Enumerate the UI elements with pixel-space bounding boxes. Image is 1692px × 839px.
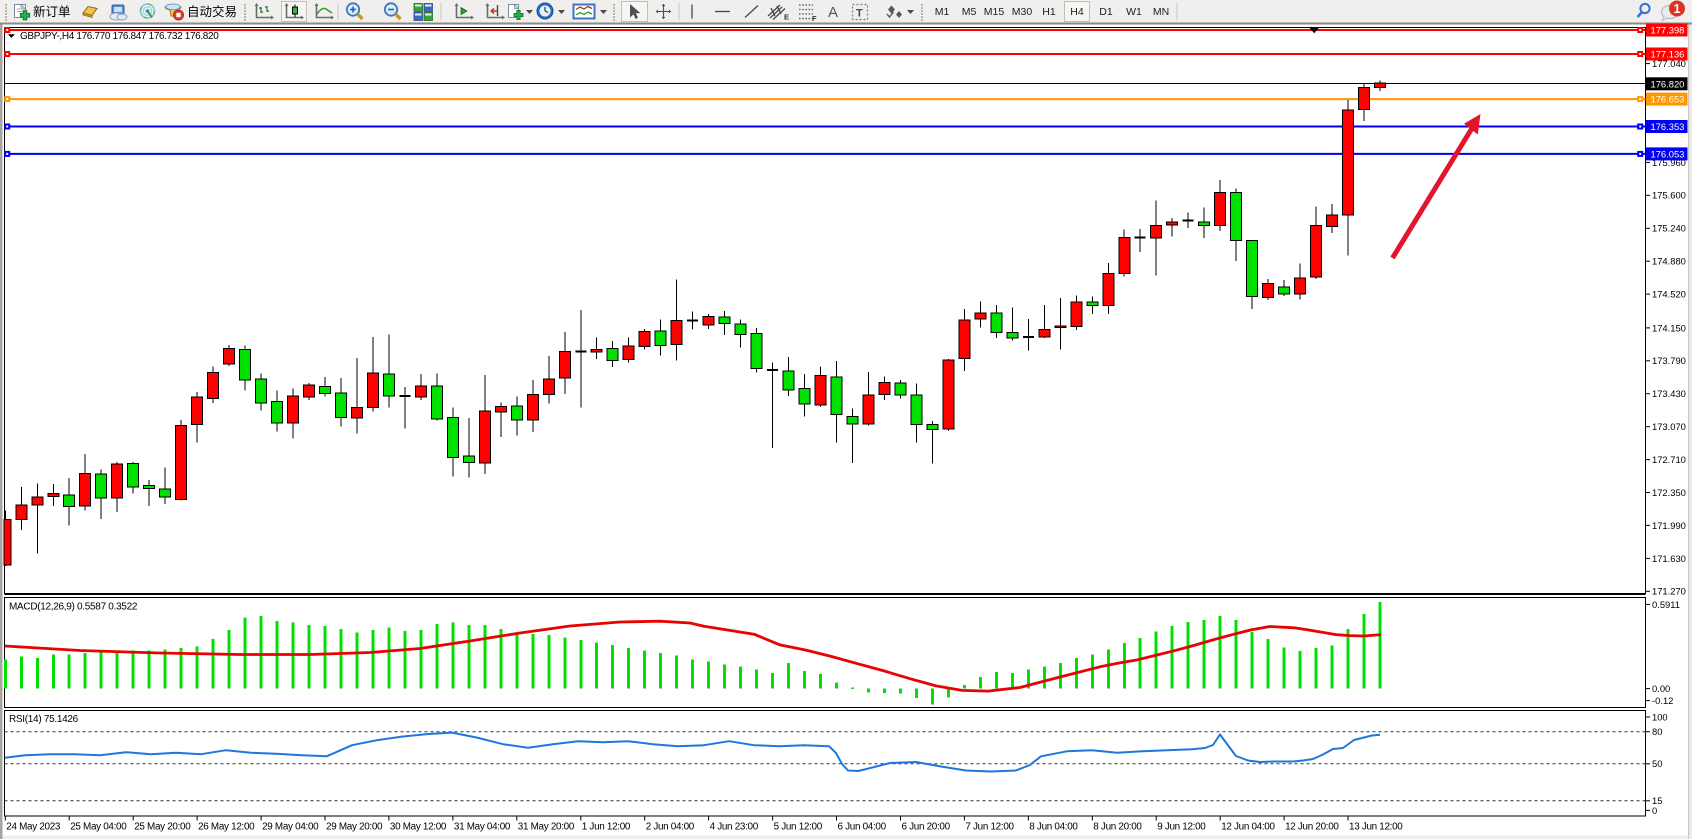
svg-text:171.990: 171.990 [1652,520,1686,531]
svg-text:177.040: 177.040 [1652,58,1686,69]
svg-text:M5: M5 [962,6,977,18]
svg-text:新订单: 新订单 [33,4,71,19]
svg-text:31 May 04:00: 31 May 04:00 [454,822,511,833]
svg-text:50: 50 [1652,758,1662,769]
svg-text:30 May 12:00: 30 May 12:00 [390,822,447,833]
svg-text:H1: H1 [1042,6,1056,18]
svg-text:13 Jun 12:00: 13 Jun 12:00 [1349,822,1403,833]
svg-text:29 May 20:00: 29 May 20:00 [326,822,383,833]
svg-text:E: E [784,13,789,22]
svg-text:172.350: 172.350 [1652,487,1686,498]
svg-text:F: F [812,14,817,23]
svg-text:6 Jun 20:00: 6 Jun 20:00 [902,822,951,833]
svg-text:31 May 20:00: 31 May 20:00 [518,822,575,833]
svg-text:176.653: 176.653 [1651,94,1685,105]
svg-text:172.710: 172.710 [1652,454,1686,465]
svg-text:25 May 20:00: 25 May 20:00 [134,822,191,833]
svg-text:M1: M1 [935,6,950,18]
svg-text:自动交易: 自动交易 [187,4,237,19]
svg-text:173.070: 173.070 [1652,421,1686,432]
svg-text:177.136: 177.136 [1651,49,1685,60]
svg-text:171.270: 171.270 [1652,586,1686,597]
svg-text:174.880: 174.880 [1652,256,1686,267]
svg-text:5 Jun 12:00: 5 Jun 12:00 [774,822,823,833]
svg-text:A: A [828,4,838,21]
svg-text:177.398: 177.398 [1651,25,1685,36]
svg-text:0.00: 0.00 [1652,683,1670,694]
svg-text:M30: M30 [1012,6,1033,18]
svg-text:M15: M15 [984,6,1005,18]
svg-text:7 Jun 12:00: 7 Jun 12:00 [965,822,1014,833]
svg-text:0.5911: 0.5911 [1652,599,1680,610]
svg-text:24 May 2023: 24 May 2023 [6,822,61,833]
svg-text:15: 15 [1652,795,1662,806]
svg-text:6 Jun 04:00: 6 Jun 04:00 [838,822,887,833]
svg-text:T: T [856,8,863,20]
svg-text:W1: W1 [1126,6,1142,18]
svg-text:175.600: 175.600 [1652,190,1686,201]
svg-text:29 May 04:00: 29 May 04:00 [262,822,319,833]
svg-text:4 Jun 23:00: 4 Jun 23:00 [710,822,759,833]
svg-text:171.630: 171.630 [1652,553,1686,564]
svg-text:100: 100 [1652,711,1668,722]
svg-text:MACD(12,26,9) 0.5587 0.3522: MACD(12,26,9) 0.5587 0.3522 [9,602,138,613]
svg-text:26 May 12:00: 26 May 12:00 [198,822,255,833]
svg-text:173.430: 173.430 [1652,388,1686,399]
svg-text:1: 1 [1674,2,1681,16]
svg-text:9 Jun 12:00: 9 Jun 12:00 [1157,822,1206,833]
svg-text:80: 80 [1652,726,1662,737]
svg-text:H4: H4 [1070,6,1084,18]
svg-text:175.960: 175.960 [1652,157,1686,168]
svg-text:RSI(14) 75.1426: RSI(14) 75.1426 [9,714,79,725]
svg-text:25 May 04:00: 25 May 04:00 [70,822,127,833]
svg-text:12 Jun 20:00: 12 Jun 20:00 [1285,822,1339,833]
svg-text:12 Jun 04:00: 12 Jun 04:00 [1221,822,1275,833]
svg-text:1 Jun 12:00: 1 Jun 12:00 [582,822,631,833]
svg-text:8 Jun 04:00: 8 Jun 04:00 [1029,822,1078,833]
svg-text:176.820: 176.820 [1651,78,1685,89]
svg-text:175.240: 175.240 [1652,223,1686,234]
svg-text:176.353: 176.353 [1651,121,1685,132]
svg-text:D1: D1 [1099,6,1113,18]
svg-text:174.520: 174.520 [1652,289,1686,300]
svg-text:173.790: 173.790 [1652,355,1686,366]
svg-text:174.150: 174.150 [1652,322,1686,333]
svg-text:8 Jun 20:00: 8 Jun 20:00 [1093,822,1142,833]
svg-text:176.053: 176.053 [1651,148,1685,159]
svg-text:MN: MN [1153,6,1169,18]
svg-text:GBPJPY-,H4 176.770 176.847 17: GBPJPY-,H4 176.770 176.847 176.732 176.8… [20,31,219,42]
svg-text:-0.12: -0.12 [1652,695,1673,706]
svg-text:2 Jun 04:00: 2 Jun 04:00 [646,822,695,833]
svg-text:0: 0 [1652,805,1657,816]
